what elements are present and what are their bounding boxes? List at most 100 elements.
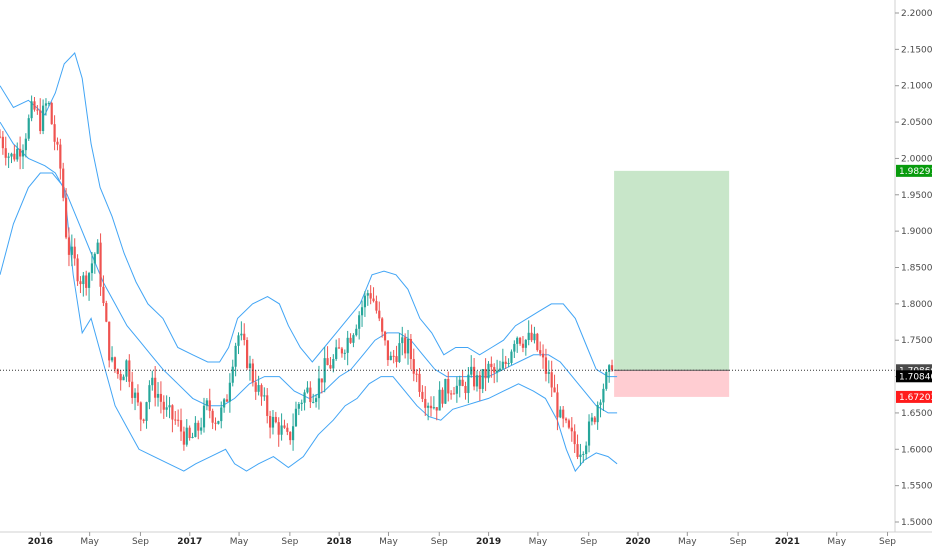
candle-body [450,393,453,395]
candle-body [429,405,433,409]
candle-body [53,124,56,142]
candle-body [133,392,137,398]
candle-body [314,398,318,402]
candle-body [481,368,484,389]
candle-body [562,409,565,419]
candle-body [122,376,125,381]
candle-body [99,242,102,287]
candle-body [13,153,16,160]
candle-body [444,378,447,404]
candle-body [93,253,96,264]
candle-body [513,343,516,352]
candle-body [211,410,214,423]
price-badge [896,390,932,403]
candle-body [383,331,387,341]
candle-body [47,102,50,104]
y-tick-label: 1.90000 [901,227,932,237]
candle-body [605,371,608,389]
candle-body [21,150,25,157]
candle-body [294,408,298,427]
candle-body [231,366,234,383]
candle-body [541,353,545,358]
candle-body [360,307,364,316]
candle-body [145,402,148,421]
candle-body [504,361,507,365]
candle-body [19,148,22,157]
candle-body [567,420,571,428]
candle-body [113,357,117,370]
candle-body [303,392,306,403]
candle-body [128,360,131,382]
y-tick-label: 1.95000 [901,191,932,201]
candle-body [56,141,59,145]
candle-body [223,399,226,408]
candle-body [516,337,519,344]
candle-body [214,422,217,424]
candle-body [191,436,194,439]
candle-body [507,362,510,365]
candle-body [378,310,381,319]
candle-body [312,401,315,403]
candle-body [401,337,404,344]
candle-body [372,298,375,302]
candle-body [251,363,254,383]
candle-body [389,355,392,361]
candle-body [518,337,522,344]
candle-body [464,386,467,394]
candle-body [24,138,27,151]
candle-body [194,422,197,437]
candle-body [521,343,525,348]
candle-body [59,144,62,169]
y-tick-label: 1.50000 [901,518,932,528]
candle-body [76,258,79,282]
candle-body [205,400,208,406]
candle-body [602,388,605,403]
bollinger-bands [0,52,618,473]
candle-body [544,357,548,374]
candle-body [524,339,527,348]
candle-body [182,431,185,445]
candle-body [435,407,438,411]
candle-body [406,339,410,354]
candle-body [131,381,134,398]
candle-body [337,347,341,349]
y-tick-label: 1.75000 [901,336,932,346]
candle-body [1,136,4,149]
x-tick-label: May [827,537,846,547]
x-tick-label: May [230,537,249,547]
candle-body [599,402,602,405]
candle-body [415,373,418,375]
candle-body [87,273,91,288]
candle-body [263,395,266,397]
candle-body [277,422,280,435]
candle-body [320,378,323,383]
price-axis[interactable]: 2.20000 2.15000 2.10000 2.05000 2.00000 1.950… [894,0,932,532]
time-axis[interactable]: 2016 May Sep 2017 May Sep 2018 May Sep 2019 May Sep… [0,531,932,547]
candle-body [381,318,384,332]
candle-body [392,355,395,357]
candle-body [582,453,585,455]
candle-body [174,419,177,421]
x-tick-label: 2017 [177,537,202,547]
candle-body [587,421,591,446]
candle-body [473,366,476,387]
bollinger-lower-line [0,172,618,473]
candle-body [386,340,390,361]
position-tool-zones[interactable] [614,170,730,397]
candle-body [240,333,243,336]
candle-body [220,407,223,422]
candle-body [73,246,76,259]
candle-body [0,136,2,138]
candle-body [110,357,114,361]
x-tick-label: Sep [580,537,597,547]
candle-body [168,405,171,408]
candle-body [208,400,211,411]
y-tick-label: 1.85000 [901,264,932,274]
candle-body [159,393,163,402]
candle-body [33,101,36,110]
candle-body [579,454,582,457]
candle-body [4,148,7,158]
candle-body [36,109,39,111]
y-tick-label: 1.60000 [901,445,932,455]
